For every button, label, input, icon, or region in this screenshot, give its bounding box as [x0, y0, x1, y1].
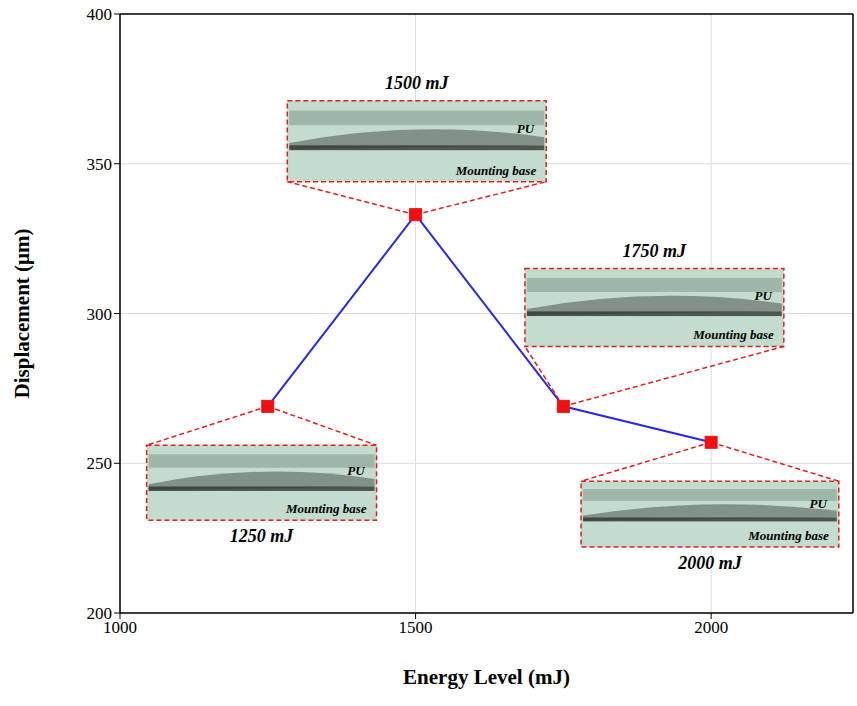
svg-text:300: 300: [87, 305, 113, 324]
svg-text:Energy Level (mJ): Energy Level (mJ): [403, 665, 570, 689]
svg-text:PU: PU: [754, 288, 772, 303]
svg-text:1500 mJ: 1500 mJ: [385, 73, 450, 93]
svg-text:200: 200: [87, 604, 113, 623]
svg-text:1750 mJ: 1750 mJ: [623, 241, 688, 261]
svg-text:Mounting base: Mounting base: [747, 528, 829, 543]
svg-text:400: 400: [87, 5, 113, 24]
svg-text:Mounting base: Mounting base: [285, 501, 367, 516]
svg-text:Displacement (μm): Displacement (μm): [10, 229, 34, 399]
svg-text:250: 250: [87, 454, 113, 473]
svg-text:2000: 2000: [694, 618, 728, 637]
svg-text:350: 350: [87, 155, 113, 174]
svg-text:Mounting base: Mounting base: [692, 327, 774, 342]
svg-text:PU: PU: [517, 121, 535, 136]
svg-text:PU: PU: [809, 496, 827, 511]
svg-text:2000 mJ: 2000 mJ: [677, 553, 743, 573]
svg-text:PU: PU: [347, 463, 365, 478]
svg-text:1500: 1500: [399, 618, 433, 637]
svg-text:1250 mJ: 1250 mJ: [230, 526, 295, 546]
svg-text:1000: 1000: [103, 618, 137, 638]
svg-text:Mounting base: Mounting base: [455, 163, 537, 178]
